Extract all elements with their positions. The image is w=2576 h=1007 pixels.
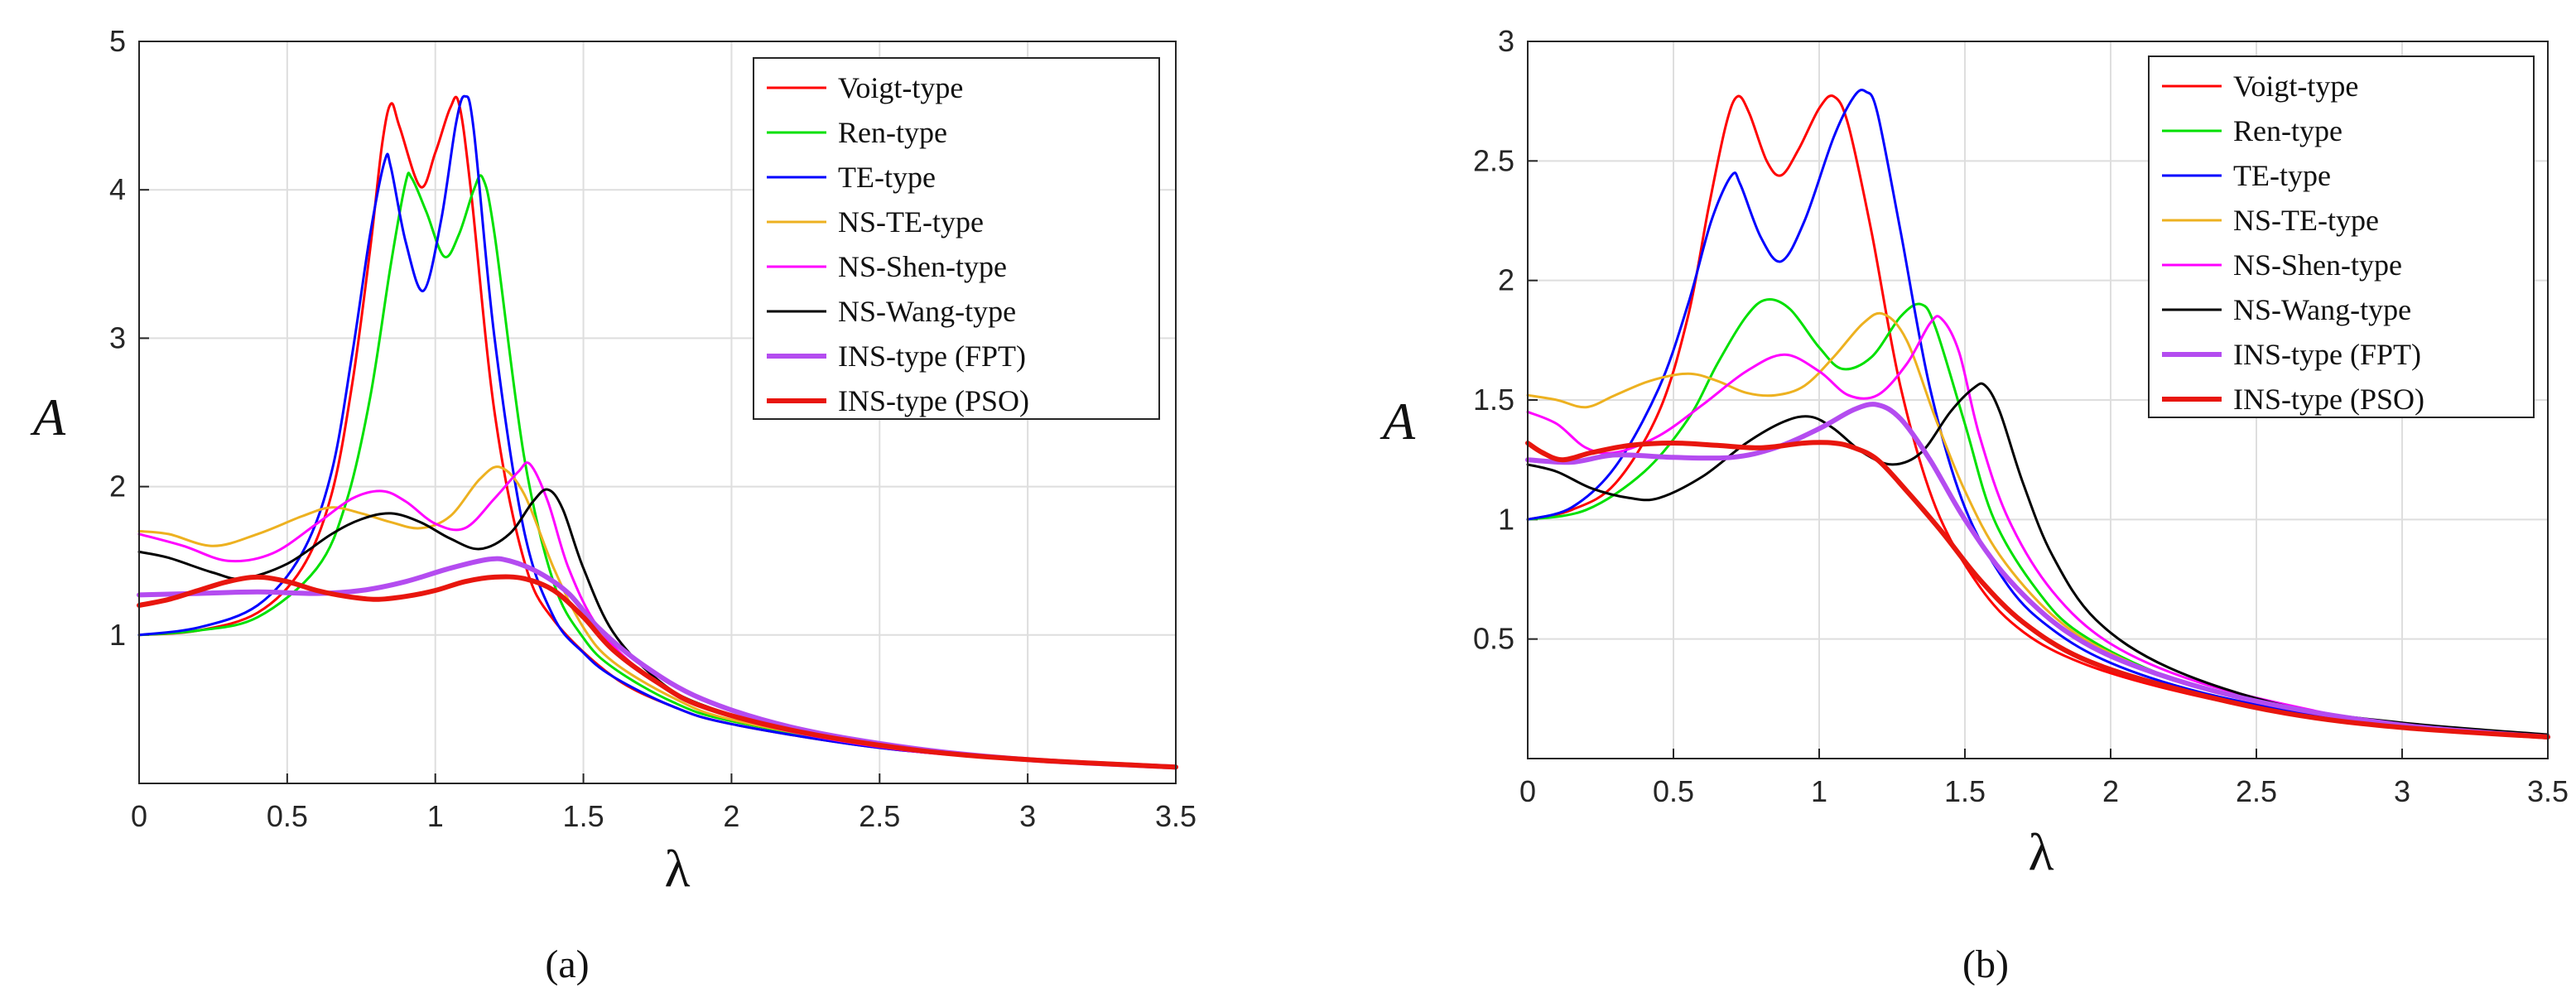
x-tick-label: 2.5 (859, 799, 900, 833)
x-axis-label-b: λ (2028, 822, 2054, 881)
legend-label-a-4: NS-Shen-type (838, 250, 1007, 283)
caption-a: (a) (545, 942, 589, 986)
legend-a: Voigt-type Ren-type TE-type NS-TE-type NS-Sh… (753, 57, 1160, 420)
x-tick-label: 1 (1811, 774, 1827, 808)
y-tick-label: 1 (109, 618, 126, 652)
legend-label-a-6: INS-type (FPT) (838, 340, 1026, 373)
caption-b: (b) (1962, 942, 2009, 986)
legend-label-b-5: NS-Wang-type (2233, 293, 2411, 326)
series-lines-b (1525, 89, 2550, 740)
axes-box-a (138, 41, 1177, 784)
x-axis-label-a: λ (664, 839, 690, 898)
y-tick-label: 5 (109, 24, 126, 58)
y-tick-label: 1 (1498, 502, 1514, 536)
series-lines-a (137, 94, 1178, 770)
x-tick-label: 0.5 (1653, 774, 1694, 808)
y-tick-label: 3 (1498, 24, 1514, 58)
x-tick-label: 1 (427, 799, 444, 833)
x-tick-label: 3.5 (1155, 799, 1197, 833)
x-tick-label: 3.5 (2527, 774, 2569, 808)
y-axis-label-b: A (1379, 392, 1416, 450)
legend-label-a-3: NS-TE-type (838, 205, 984, 238)
series-line-a-7 (137, 574, 1178, 770)
y-tick-label: 2 (1498, 263, 1514, 297)
legend-label-b-7: INS-type (PSO) (2233, 383, 2424, 416)
ticks-b: 0 0.5 1 1.5 2 2.5 3 3.5 0.5 1 1.5 2 2.5 3 (1473, 24, 2569, 808)
x-tick-label: 0 (131, 799, 147, 833)
series-line-b-7 (1525, 440, 2550, 740)
legend-label-b-2: TE-type (2233, 159, 2331, 192)
x-tick-label: 0 (1519, 774, 1536, 808)
x-tick-label: 2.5 (2236, 774, 2277, 808)
series-line-b-4 (1526, 315, 2550, 739)
panel-b: 0 0.5 1 1.5 2 2.5 3 3.5 0.5 1 1.5 2 2.5 3 Voigt-type R… (1379, 24, 2569, 986)
y-tick-label: 3 (109, 320, 126, 354)
y-tick-label: 0.5 (1473, 622, 1514, 656)
series-line-a-2 (137, 94, 1177, 768)
legend-box-a (753, 57, 1160, 420)
legend-label-a-1: Ren-type (838, 116, 947, 149)
ticks-a: 0 0.5 1 1.5 2 2.5 3 3.5 1 2 3 4 5 (109, 24, 1197, 833)
series-line-b-0 (1526, 94, 2550, 739)
legend-label-a-7: INS-type (PSO) (838, 384, 1029, 417)
x-tick-label: 2 (2102, 774, 2119, 808)
x-tick-label: 1.5 (563, 799, 604, 833)
y-axis-label-a: A (30, 388, 66, 446)
legend-box-b (2148, 55, 2535, 418)
x-tick-label: 3 (2394, 774, 2410, 808)
x-tick-label: 2 (723, 799, 739, 833)
axes-box-b (1527, 41, 2549, 759)
y-tick-label: 4 (109, 172, 126, 206)
y-tick-label: 2.5 (1473, 143, 1514, 177)
legend-label-b-4: NS-Shen-type (2233, 248, 2402, 282)
legend-b: Voigt-type Ren-type TE-type NS-TE-type NS-Sh… (2148, 55, 2535, 418)
legend-label-a-5: NS-Wang-type (838, 295, 1016, 328)
legend-label-a-2: TE-type (838, 161, 936, 194)
legend-label-a-0: Voigt-type (838, 71, 963, 104)
legend-label-b-6: INS-type (FPT) (2233, 338, 2421, 371)
x-tick-label: 3 (1019, 799, 1036, 833)
legend-label-b-1: Ren-type (2233, 114, 2342, 147)
x-tick-label: 1.5 (1944, 774, 1986, 808)
legend-label-b-3: NS-TE-type (2233, 204, 2379, 237)
x-tick-label: 0.5 (267, 799, 308, 833)
y-tick-label: 1.5 (1473, 383, 1514, 417)
series-line-b-2 (1526, 89, 2550, 739)
series-line-b-5 (1526, 382, 2550, 736)
y-tick-label: 2 (109, 470, 126, 504)
panel-a: 0 0.5 1 1.5 2 2.5 3 3.5 1 2 3 4 5 Voigt-type Ren-type… (30, 24, 1197, 986)
legend-label-b-0: Voigt-type (2233, 70, 2358, 103)
series-line-b-6 (1525, 402, 2550, 740)
